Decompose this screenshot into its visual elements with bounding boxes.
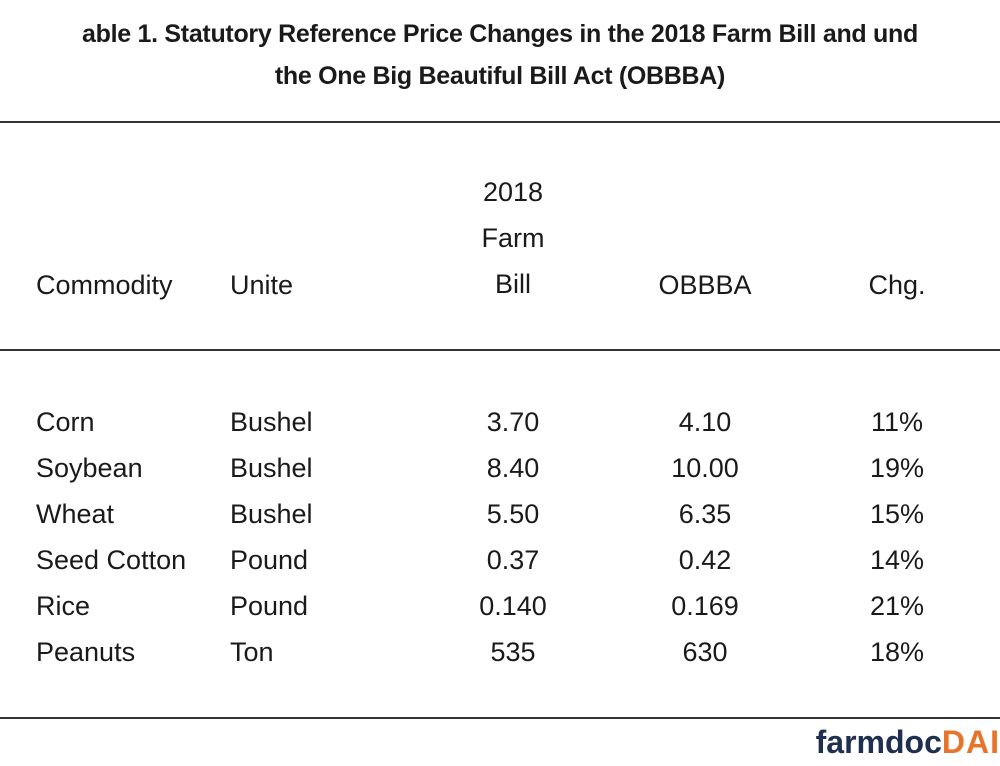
- table-cell: 0.140: [479, 591, 547, 621]
- table-cell: Peanuts: [36, 637, 136, 667]
- table-cell: Bushel: [230, 499, 313, 529]
- column-header: Unite: [230, 270, 294, 300]
- table-cell: 8.40: [486, 453, 540, 483]
- logo: farmdocDAI: [816, 724, 1000, 761]
- table-cell: 21%: [869, 591, 925, 621]
- table-cell: Bushel: [230, 453, 313, 483]
- table-cell: 4.10: [678, 407, 732, 437]
- table-cell: Rice: [36, 591, 91, 621]
- table-cell: 630: [682, 637, 728, 667]
- table-cell: 3.70: [486, 407, 540, 437]
- table-cell: Soybean: [36, 453, 143, 483]
- column-header: OBBBA: [658, 270, 752, 300]
- rule: [0, 349, 1000, 351]
- table-cell: 535: [490, 637, 536, 667]
- title-line: able 1. Statutory Reference Price Change…: [82, 20, 918, 48]
- table-cell: 0.37: [486, 545, 540, 575]
- column-header: Chg.: [868, 270, 926, 300]
- column-header: Commodity: [36, 270, 173, 300]
- table-cell: Ton: [230, 637, 274, 667]
- logo-text: DAI: [941, 724, 1000, 760]
- table-cell: Pound: [230, 545, 309, 575]
- table-cell: 19%: [869, 453, 925, 483]
- table-cell: 6.35: [678, 499, 732, 529]
- table-cell: 0.42: [678, 545, 732, 575]
- table-cell: 5.50: [486, 499, 540, 529]
- table-cell: 15%: [869, 499, 925, 529]
- logo-text: farmdoc: [815, 724, 942, 760]
- title-line: the One Big Beautiful Bill Act (OBBBA): [274, 62, 726, 90]
- table-cell: 0.169: [671, 591, 739, 621]
- rule: [0, 121, 1000, 123]
- table-cell: Corn: [36, 407, 95, 437]
- table-cell: 18%: [869, 637, 925, 667]
- table-cell: Wheat: [36, 499, 115, 529]
- table-cell: 14%: [869, 545, 925, 575]
- table-cell: Bushel: [230, 407, 313, 437]
- table-cell: Seed Cotton: [36, 545, 187, 575]
- table-cell: 11%: [870, 407, 924, 437]
- table-cell: Pound: [230, 591, 309, 621]
- column-header: 2018 Farm Bill: [481, 177, 545, 299]
- table-cell: 10.00: [671, 453, 739, 483]
- rule: [0, 717, 1000, 719]
